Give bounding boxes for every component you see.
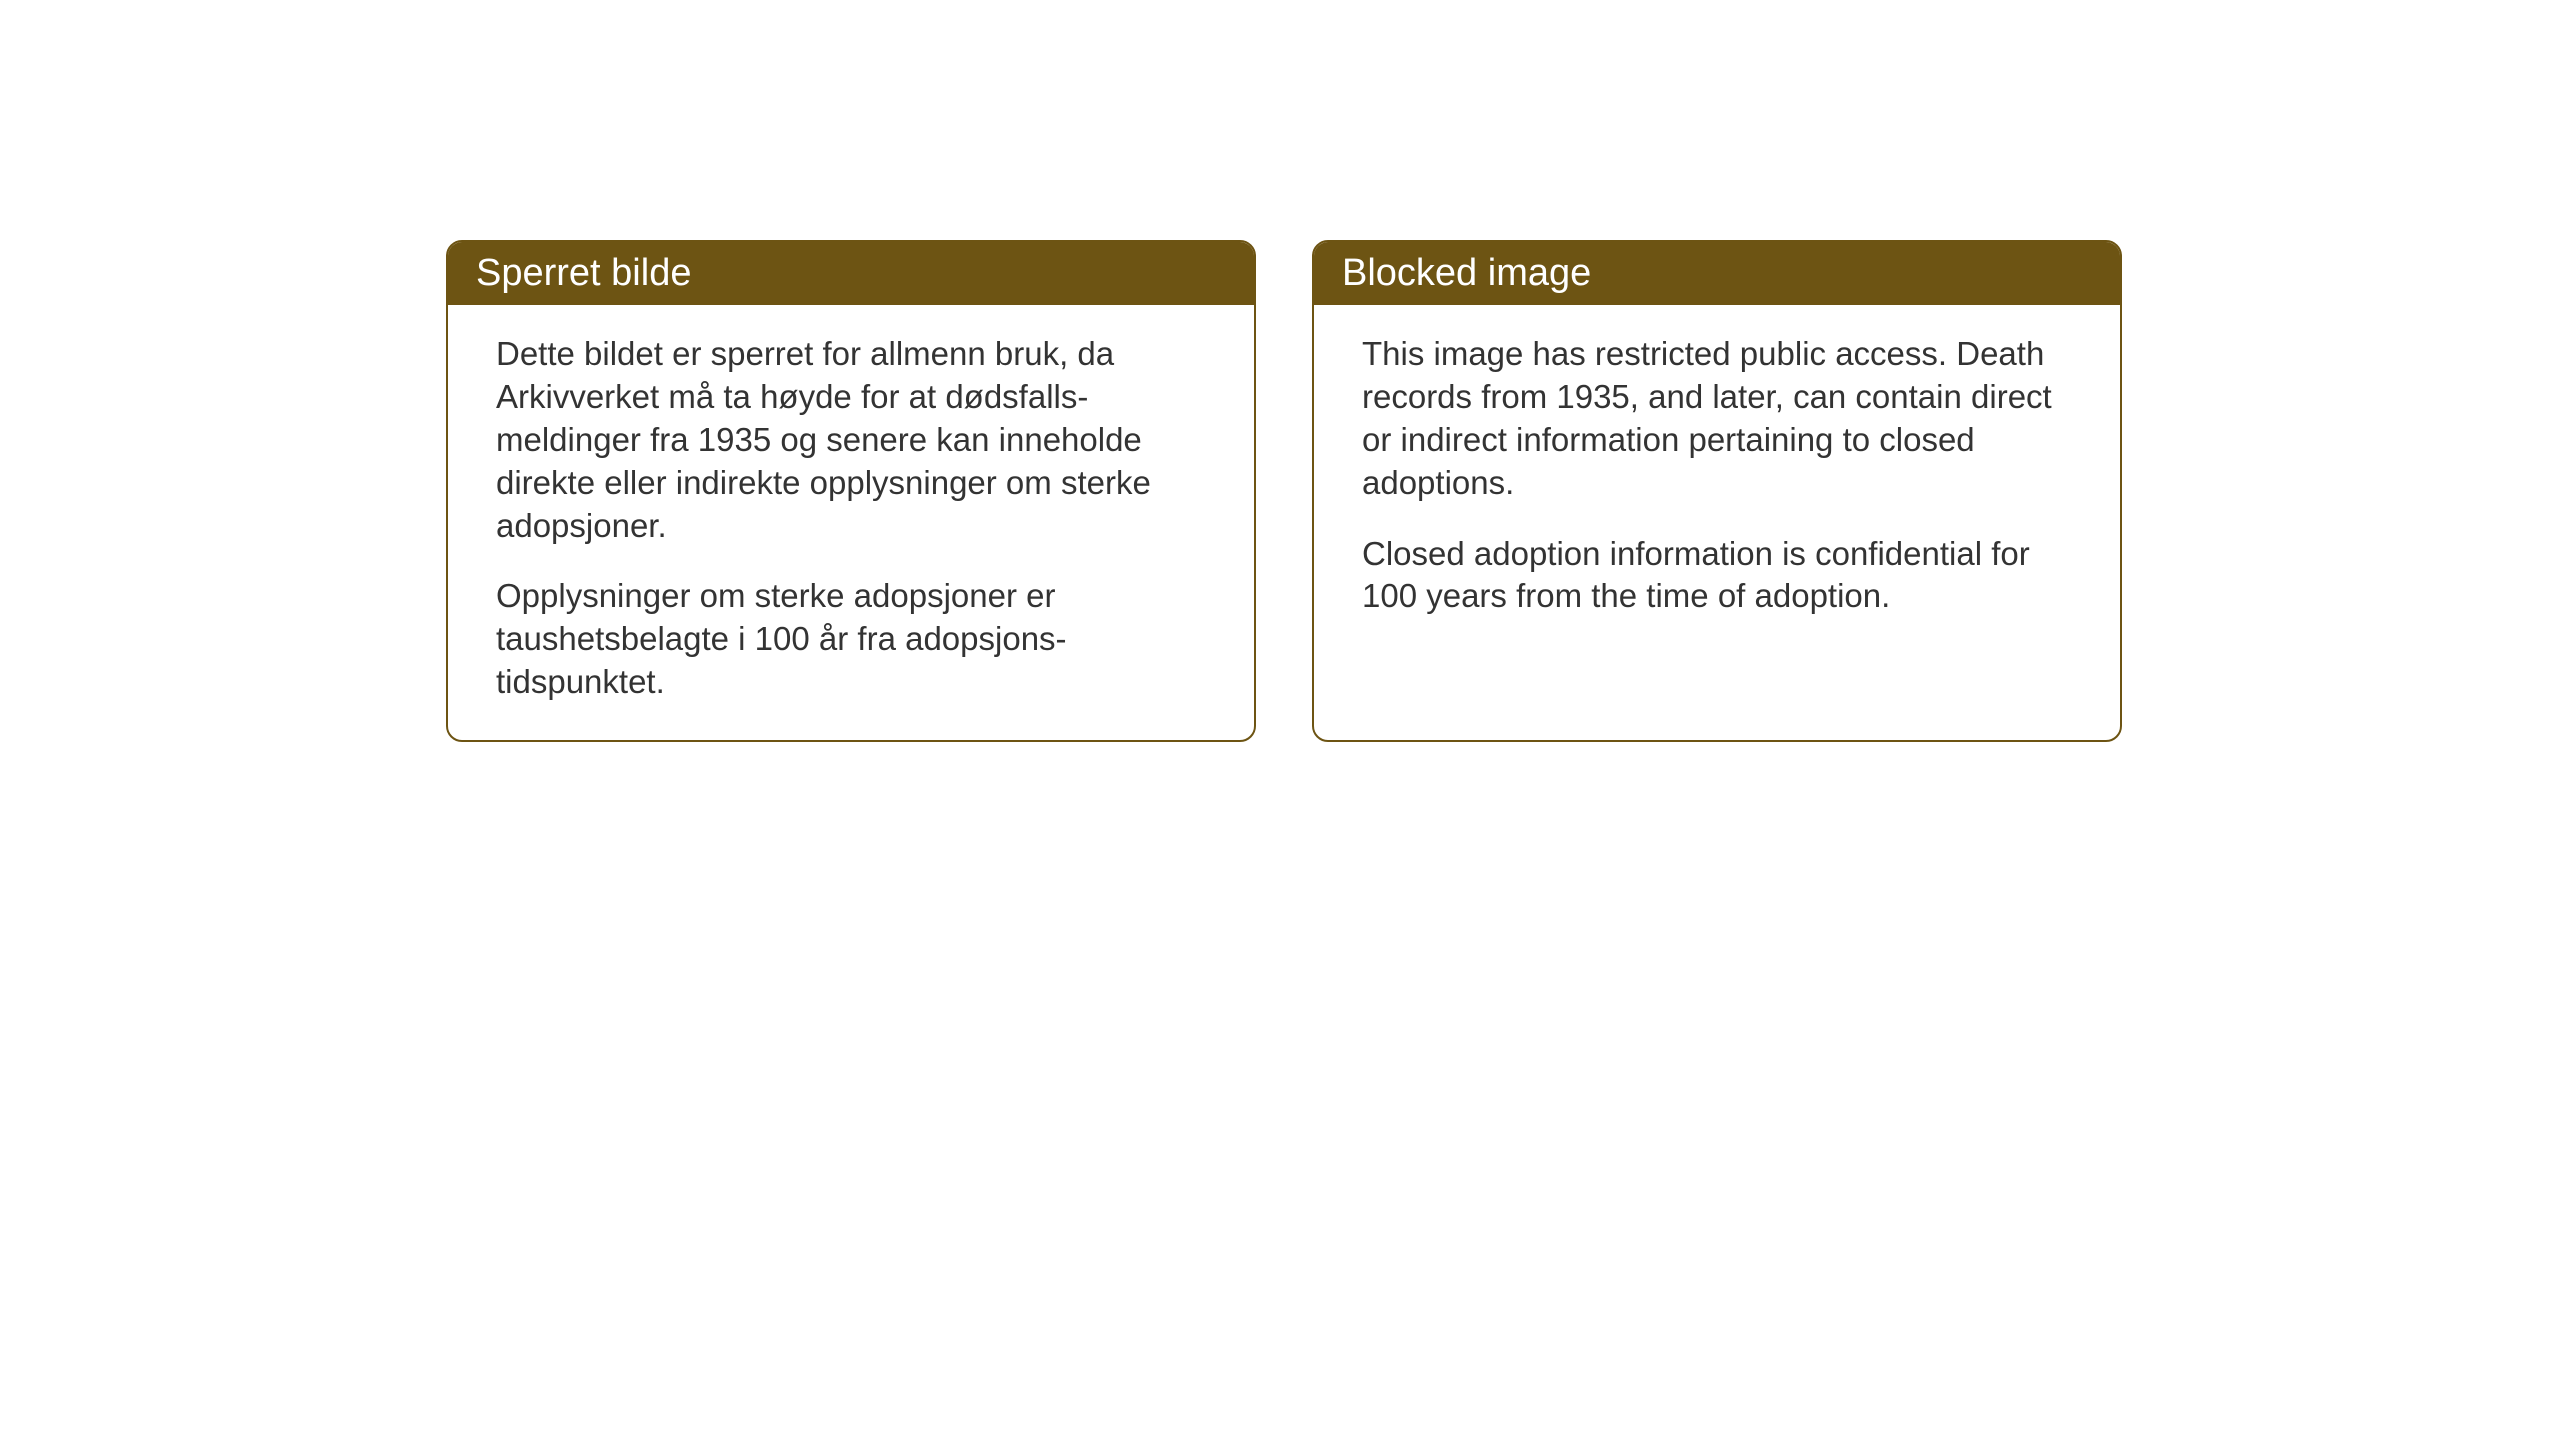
notice-box-norwegian: Sperret bilde Dette bildet er sperret fo… <box>446 240 1256 742</box>
notice-body-norwegian: Dette bildet er sperret for allmenn bruk… <box>448 305 1254 740</box>
notice-header-norwegian: Sperret bilde <box>448 242 1254 305</box>
notice-header-english: Blocked image <box>1314 242 2120 305</box>
notice-title-norwegian: Sperret bilde <box>476 252 691 294</box>
notice-paragraph-2-english: Closed adoption information is confident… <box>1362 533 2072 619</box>
notice-title-english: Blocked image <box>1342 252 1591 294</box>
notice-box-english: Blocked image This image has restricted … <box>1312 240 2122 742</box>
notice-paragraph-1-english: This image has restricted public access.… <box>1362 333 2072 505</box>
notice-container: Sperret bilde Dette bildet er sperret fo… <box>446 240 2122 742</box>
notice-paragraph-1-norwegian: Dette bildet er sperret for allmenn bruk… <box>496 333 1206 547</box>
notice-body-english: This image has restricted public access.… <box>1314 305 2120 654</box>
notice-paragraph-2-norwegian: Opplysninger om sterke adopsjoner er tau… <box>496 575 1206 704</box>
